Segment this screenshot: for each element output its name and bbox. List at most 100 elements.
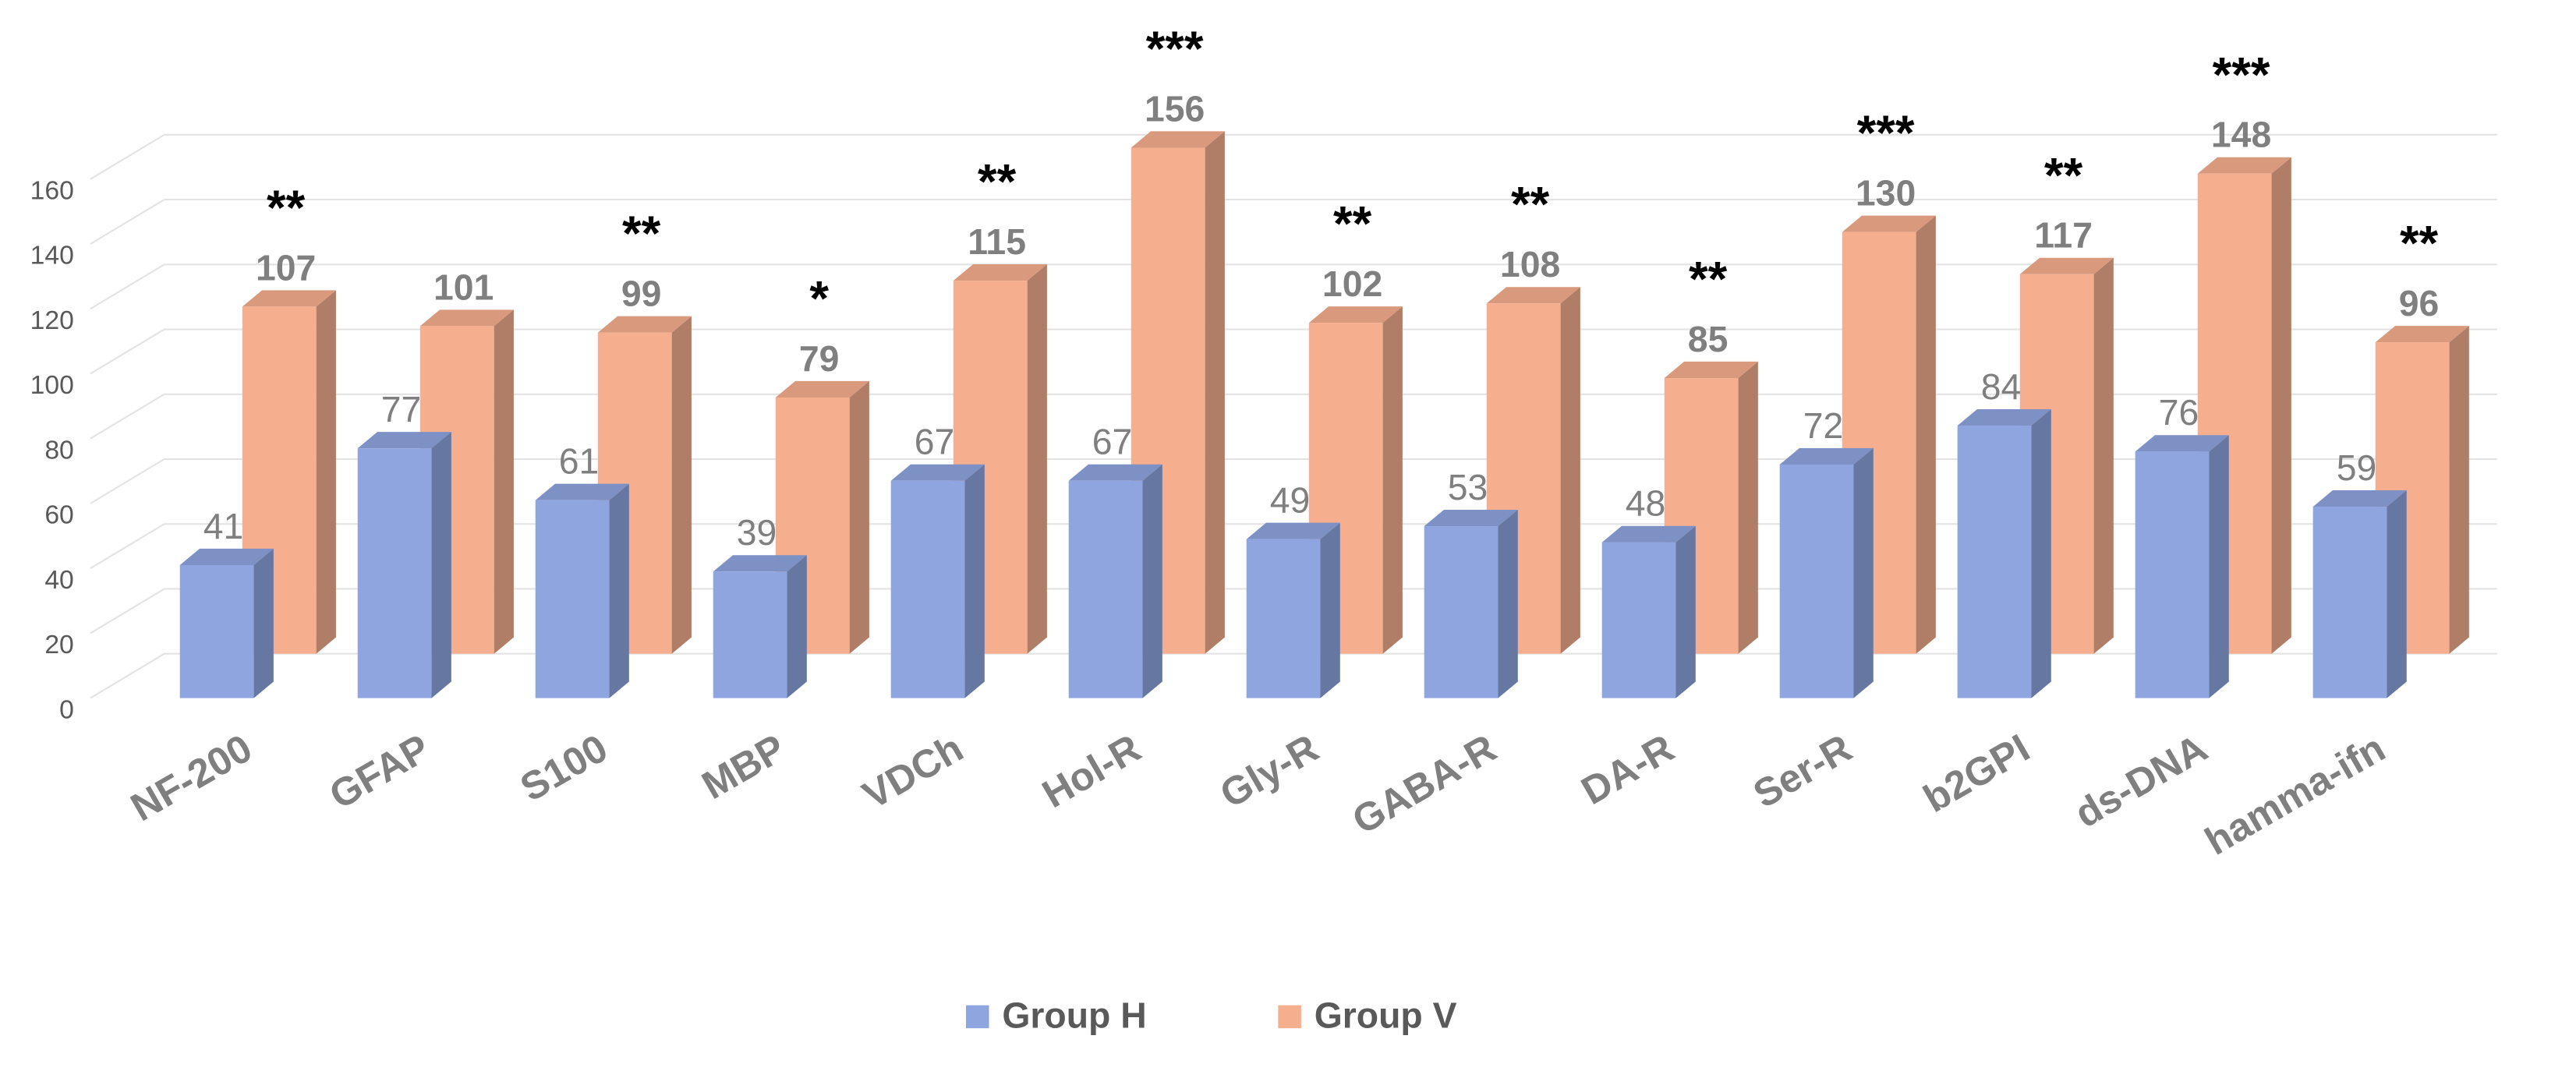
grid-line-side bbox=[90, 199, 165, 245]
bar bbox=[1246, 522, 1340, 698]
bar bbox=[713, 555, 807, 698]
bar bbox=[535, 483, 629, 698]
grid-line-side bbox=[90, 263, 165, 310]
y-tick-label: 0 bbox=[59, 695, 74, 724]
bar-top bbox=[1131, 131, 1225, 148]
bar bbox=[1601, 525, 1696, 698]
grid-line-side bbox=[90, 523, 165, 570]
bar-side bbox=[2031, 408, 2051, 698]
bar-front bbox=[179, 564, 254, 698]
data-label: 148 bbox=[2211, 115, 2271, 155]
significance-label: *** bbox=[1146, 22, 1204, 76]
bar-top bbox=[179, 548, 274, 565]
bar-top bbox=[535, 483, 629, 500]
data-label: 156 bbox=[1145, 88, 1205, 129]
grid-line-side bbox=[90, 588, 165, 634]
bar-top bbox=[890, 464, 985, 481]
data-label: 102 bbox=[1322, 263, 1382, 304]
bar-side bbox=[494, 309, 514, 654]
bar-top bbox=[1779, 447, 1874, 465]
bar-front bbox=[2135, 451, 2210, 698]
x-tick-label: MBP bbox=[695, 726, 793, 808]
bar bbox=[2135, 435, 2229, 698]
bar-side bbox=[431, 432, 451, 698]
bar bbox=[1957, 408, 2051, 698]
bar-side bbox=[1853, 447, 1874, 698]
bar-front bbox=[1779, 464, 1854, 698]
significance-label: *** bbox=[2213, 48, 2270, 102]
bar-front bbox=[2312, 507, 2387, 698]
data-label: 41 bbox=[203, 506, 244, 546]
bar-top bbox=[1842, 215, 1936, 232]
bar-top bbox=[2197, 157, 2291, 174]
significance-label: ** bbox=[1333, 197, 1372, 252]
x-tick-label: b2GPI bbox=[1916, 726, 2036, 821]
x-tick-label: GFAP bbox=[322, 726, 437, 818]
bar-side bbox=[253, 548, 274, 698]
x-tick-label: hamma-ifn bbox=[2197, 726, 2392, 864]
data-label: 67 bbox=[915, 422, 955, 462]
grid-line-side bbox=[90, 393, 165, 440]
bar-top bbox=[713, 555, 807, 572]
bar-front bbox=[713, 571, 787, 698]
significance-label: ** bbox=[978, 155, 1017, 210]
bar-side bbox=[849, 380, 869, 654]
bar-front bbox=[1246, 539, 1321, 698]
bar-side bbox=[1142, 464, 1162, 698]
bar-top bbox=[2019, 257, 2114, 274]
data-label: 96 bbox=[2399, 283, 2440, 323]
legend-label: Group V bbox=[1315, 995, 1457, 1036]
bar-front bbox=[535, 500, 610, 698]
bar-side bbox=[787, 555, 807, 698]
bar-side bbox=[1027, 264, 1047, 654]
x-tick-label: DA-R bbox=[1573, 726, 1681, 814]
significance-label: ** bbox=[1511, 178, 1550, 232]
y-tick-label: 40 bbox=[44, 565, 74, 595]
data-label: 108 bbox=[1500, 244, 1560, 285]
grid-line-side bbox=[90, 458, 165, 504]
legend-swatch bbox=[1278, 1005, 1301, 1029]
data-label: 76 bbox=[2159, 392, 2199, 433]
bar-side bbox=[1320, 522, 1340, 698]
bar-top bbox=[597, 316, 692, 333]
legend-label: Group H bbox=[1002, 995, 1146, 1036]
bar bbox=[179, 548, 274, 698]
data-label: 84 bbox=[1981, 366, 2022, 407]
bar-top bbox=[1486, 287, 1580, 304]
bar-front bbox=[890, 480, 965, 698]
data-label: 67 bbox=[1092, 422, 1133, 462]
data-label: 53 bbox=[1448, 467, 1488, 507]
legend-swatch bbox=[966, 1005, 989, 1029]
bar-side bbox=[2093, 257, 2114, 654]
bar-side bbox=[316, 290, 336, 654]
data-label: 85 bbox=[1688, 319, 1729, 359]
bar-top bbox=[775, 380, 869, 398]
significance-label: ** bbox=[622, 207, 661, 261]
grid-line-side bbox=[90, 652, 165, 699]
bar-side bbox=[1498, 509, 1518, 698]
x-tick-label: Hol-R bbox=[1035, 726, 1148, 817]
bar-side bbox=[1205, 131, 1225, 654]
data-label: 72 bbox=[1803, 405, 1844, 446]
bar-side bbox=[1675, 525, 1696, 698]
y-tick-label: 20 bbox=[44, 630, 74, 659]
bar-side bbox=[2449, 326, 2469, 654]
y-tick-label: 80 bbox=[44, 435, 74, 465]
bar bbox=[1068, 464, 1162, 698]
x-tick-label: NF-200 bbox=[123, 726, 260, 830]
bar bbox=[1424, 509, 1518, 698]
bar-side bbox=[671, 316, 692, 654]
bar bbox=[2312, 490, 2407, 698]
data-label: 49 bbox=[1270, 480, 1311, 521]
grid-line bbox=[90, 199, 2497, 245]
bar-side bbox=[2387, 490, 2407, 698]
bar-front bbox=[1601, 542, 1676, 698]
bar-top bbox=[1424, 509, 1518, 527]
bar-top bbox=[1664, 361, 1758, 378]
y-tick-label: 160 bbox=[30, 176, 74, 206]
data-label: 99 bbox=[621, 274, 662, 314]
bar-side bbox=[1738, 361, 1758, 654]
x-tick-label: GABA-R bbox=[1345, 726, 1504, 843]
data-label: 107 bbox=[256, 247, 316, 288]
